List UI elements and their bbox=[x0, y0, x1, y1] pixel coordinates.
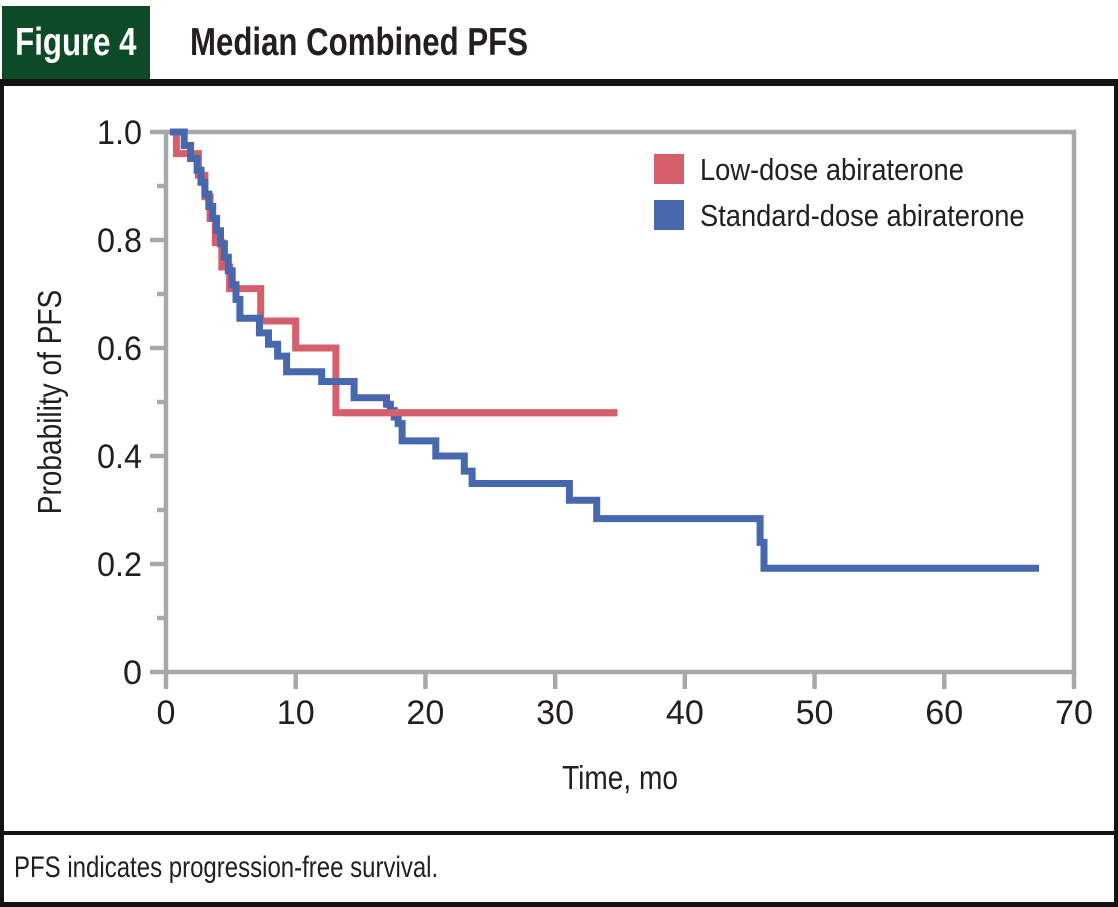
x-tick-label: 10 bbox=[277, 694, 315, 732]
footer-note-text: PFS indicates progression-free survival. bbox=[14, 851, 439, 884]
x-tick-label: 0 bbox=[157, 694, 176, 732]
legend-swatch-low-dose bbox=[654, 154, 684, 184]
x-tick-label: 60 bbox=[925, 694, 963, 732]
x-tick-label: 50 bbox=[796, 694, 834, 732]
series-curve-0 bbox=[169, 128, 618, 417]
y-tick-label: 0.2 bbox=[97, 546, 142, 584]
figure-title-text: Median Combined PFS bbox=[190, 21, 529, 64]
x-tick-label: 20 bbox=[406, 694, 444, 732]
figure-label-box: Figure 4 bbox=[2, 6, 150, 80]
y-tick-label: 0.8 bbox=[97, 222, 142, 260]
legend-label-low-dose: Low-dose abiraterone bbox=[700, 152, 964, 187]
figure-border-left bbox=[0, 86, 4, 907]
figure-label: Figure 4 bbox=[15, 21, 137, 64]
y-tick-label: 0 bbox=[123, 654, 142, 692]
x-axis-title: Time, mo bbox=[562, 759, 678, 796]
legend-label-standard-dose: Standard-dose abiraterone bbox=[700, 198, 1025, 233]
x-tick-label: 40 bbox=[666, 694, 704, 732]
figure-border-bottom bbox=[0, 902, 1118, 907]
legend-swatch-standard-dose bbox=[654, 200, 684, 230]
header-rule bbox=[0, 79, 1118, 86]
x-tick-label: 30 bbox=[536, 694, 574, 732]
footer-divider bbox=[0, 831, 1118, 835]
y-axis-title: Probability of PFS bbox=[31, 289, 68, 515]
figure-title: Median Combined PFS bbox=[190, 6, 613, 80]
y-tick-label: 0.4 bbox=[97, 438, 142, 476]
series-curve-1 bbox=[169, 128, 1039, 572]
series-curve-0-overlay bbox=[342, 409, 618, 417]
x-tick-label: 70 bbox=[1055, 694, 1093, 732]
figure-border-right bbox=[1114, 86, 1118, 907]
footer-note: PFS indicates progression-free survival. bbox=[14, 835, 544, 901]
y-tick-label: 0.6 bbox=[97, 330, 142, 368]
y-tick-label: 1.0 bbox=[97, 114, 142, 152]
